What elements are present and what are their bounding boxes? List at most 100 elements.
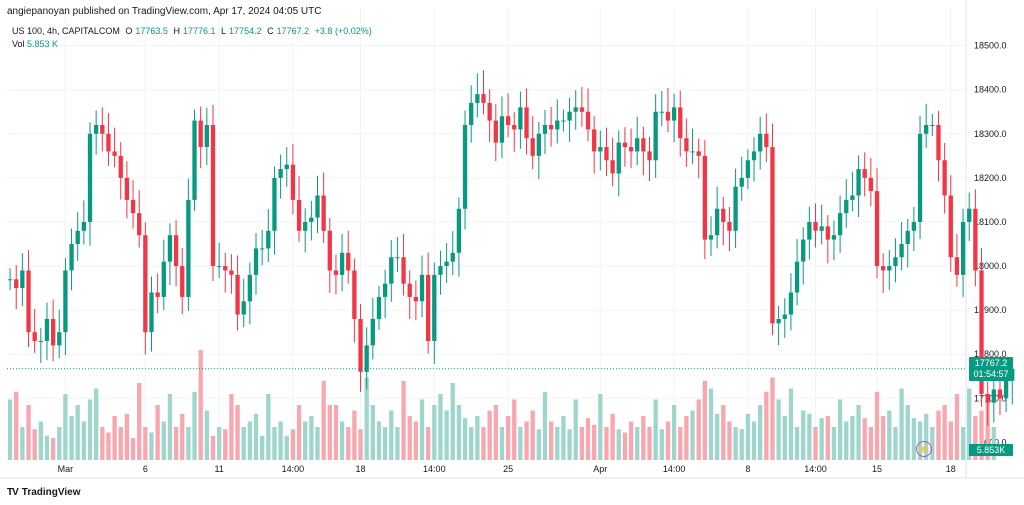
candle-body: [130, 199, 136, 214]
candle-body: [948, 195, 953, 258]
volume-bar: [733, 427, 738, 460]
brand-name: TradingView: [21, 487, 81, 498]
volume-bar: [874, 391, 880, 460]
candle-body: [690, 151, 695, 153]
volume-label[interactable]: Vol: [12, 39, 25, 49]
candle-body: [905, 230, 910, 244]
volume-bar: [518, 427, 523, 460]
volume-bar: [456, 405, 462, 460]
volume-bar: [585, 418, 591, 460]
volume-bar: [592, 424, 597, 460]
volume-bar: [530, 410, 535, 460]
publish-info: angiepanoyan published on TradingView.co…: [7, 6, 322, 17]
candle-body: [161, 261, 166, 297]
volume-bar: [290, 429, 296, 460]
candle-body: [598, 147, 603, 152]
y-tick-label: 18500.0: [974, 41, 1007, 51]
volume-bar: [81, 421, 87, 460]
volume-bar: [794, 427, 800, 460]
candle-body: [321, 195, 326, 231]
volume-bar: [100, 427, 105, 460]
candle-body: [708, 235, 714, 240]
volume-bar: [426, 427, 431, 460]
candle-body: [899, 244, 904, 258]
volume-bar: [960, 427, 966, 460]
volume-bar: [678, 427, 683, 460]
candle-body: [714, 208, 720, 236]
volume-bar: [475, 416, 480, 460]
candle-body: [223, 266, 228, 271]
candle-body: [118, 155, 123, 178]
last-price: 17767.2: [974, 358, 1008, 368]
x-tick-label: 6: [143, 464, 148, 474]
candle-body: [917, 133, 923, 222]
volume-bar: [548, 421, 554, 460]
candle-body: [622, 142, 628, 148]
candle-body: [813, 221, 818, 231]
low-label: L: [221, 26, 227, 36]
candle-body: [401, 257, 406, 284]
volume-bar: [260, 435, 265, 460]
volume-bar: [696, 399, 701, 460]
candle-body: [985, 393, 990, 403]
high-label: H: [173, 26, 180, 36]
candle-body: [315, 195, 320, 218]
volume-bar: [690, 410, 695, 460]
bar-countdown: 01:54:57: [973, 369, 1009, 379]
volume-bar: [887, 410, 892, 460]
volume-bar: [339, 421, 345, 460]
volume-bar: [149, 432, 154, 460]
candle-body: [628, 147, 634, 152]
x-tick-label: 8: [745, 464, 750, 474]
candle-body: [764, 133, 769, 148]
candle-body: [296, 199, 302, 231]
candle-body: [229, 270, 234, 275]
candle-body: [893, 257, 898, 267]
lightning-icon[interactable]: ⚡: [916, 441, 932, 457]
volume-bar: [616, 429, 621, 460]
candle-body: [63, 270, 68, 333]
candle-body: [173, 235, 179, 267]
candle-body: [542, 124, 548, 134]
candle-body: [696, 151, 701, 156]
symbol-label[interactable]: US 100, 4h, CAPITALCOM: [12, 26, 120, 36]
volume-bar: [327, 405, 332, 460]
volume-bar: [770, 377, 775, 460]
candle-body: [419, 274, 425, 302]
volume-bar: [481, 427, 486, 460]
volume-bar: [235, 405, 240, 460]
candle-body: [346, 252, 351, 271]
volume-bar: [825, 416, 830, 460]
volume-bar: [296, 405, 302, 460]
volume-bar: [813, 427, 818, 460]
candle-body: [647, 151, 652, 161]
candle-body: [438, 266, 443, 275]
candle-body: [284, 164, 289, 170]
volume-bar: [75, 405, 80, 460]
volume-bar: [727, 421, 732, 460]
volume-bar: [198, 350, 203, 460]
candle-body: [487, 102, 492, 121]
candle-body: [426, 274, 431, 341]
volume-bar: [118, 427, 123, 460]
volume-bar: [598, 394, 603, 460]
x-tick-label: 15: [872, 464, 882, 474]
volume-bar: [241, 427, 246, 460]
candle-body: [850, 195, 855, 200]
volume-bar: [628, 421, 634, 460]
volume-bar: [610, 413, 615, 460]
candle-body: [555, 120, 560, 130]
volume-bar: [462, 418, 468, 460]
candle-body: [260, 248, 265, 250]
candle-body: [327, 230, 332, 271]
candle-body: [481, 94, 486, 103]
candle-body: [469, 102, 474, 125]
volume-bar: [143, 427, 148, 460]
x-tick-label: 14:00: [804, 464, 827, 474]
candle-body: [979, 270, 984, 394]
volume-bar: [87, 399, 93, 460]
tradingview-brand[interactable]: TV TradingView: [7, 487, 81, 498]
volume-bar: [346, 427, 351, 460]
